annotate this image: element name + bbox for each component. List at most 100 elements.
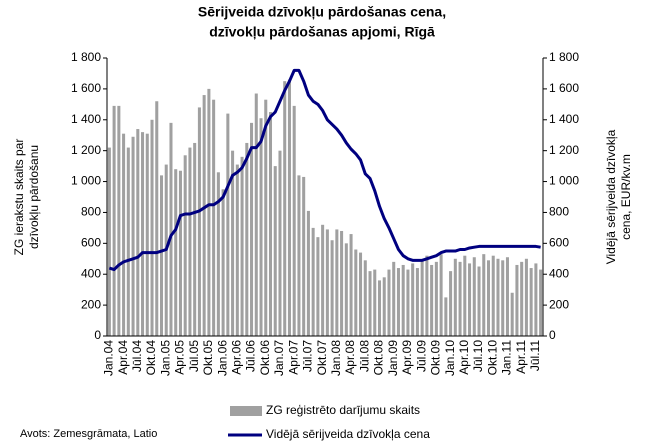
x-tick-label: Jūl.10 [471,340,485,372]
x-tick-label: Okt.10 [485,340,499,376]
bar [340,230,344,336]
bar [325,229,329,336]
chart-title: dzīvokļu pārdošanas apjomi, Rīgā [209,24,435,40]
y-tick-label: 1 200 [71,143,101,157]
bar [174,169,178,336]
bar [420,260,424,336]
y-tick-label: 200 [81,297,101,311]
y-tick-label: 1 600 [71,81,101,95]
bar [212,99,216,336]
bar [349,234,353,336]
x-tick-label: Apr.04 [116,340,130,375]
bar [415,268,419,336]
bar [439,254,443,336]
y2-tick-label: 400 [549,266,569,280]
bar [264,99,268,336]
y-axis-label: ZG ierakstu skaits par [12,139,26,256]
y-axis-label: dzīvokļu pārdošanu [27,145,41,249]
x-tick-label: Okt.09 [429,340,443,376]
bar [449,271,453,336]
y2-tick-label: 1 400 [549,112,579,126]
bar [316,237,320,336]
bar [486,260,491,336]
chart-title: Sērijveida dzīvokļu pārdošanas cena, [198,4,446,20]
bar [117,105,121,336]
bar [207,88,211,336]
bar [354,249,358,336]
bar [250,122,254,336]
bar [292,105,296,336]
bar [411,263,415,336]
bar [159,175,164,336]
bar [373,269,377,336]
x-tick-label: Apr.07 [286,340,300,375]
legend-swatch [230,406,262,416]
source: Avots: Zemesgrāmata, Latio [20,428,157,440]
x-tick-label: Jan.05 [158,340,172,376]
bar [453,258,457,336]
bar [221,189,225,336]
bar [268,112,273,336]
bar [216,172,220,336]
bar [406,269,410,336]
bar [387,269,391,336]
bar [382,277,386,336]
x-tick-label: Jūl.11 [528,340,542,371]
bar [278,150,282,336]
bar [520,261,524,336]
bar [505,257,509,336]
y-tick-label: 400 [81,266,101,280]
bar [463,255,467,336]
bar [297,175,301,336]
y-tick-label: 800 [81,205,101,219]
bar [145,133,149,336]
bar [302,176,306,336]
bar [321,224,325,336]
x-tick-label: Jūl.05 [187,340,201,372]
y2-axis-label: cena, EUR/kv.m [619,154,633,240]
bar [131,136,135,336]
bar [477,266,481,336]
bar [183,155,187,336]
y2-tick-label: 800 [549,205,569,219]
bar [330,240,334,336]
x-tick-label: Okt.08 [372,340,386,376]
bar [254,93,258,337]
x-tick-label: Apr.05 [173,340,187,375]
bar [368,271,372,336]
x-tick-label: Apr.11 [514,340,528,374]
bar [231,150,235,336]
x-tick-label: Apr.10 [457,340,471,375]
legend-label: Vidējā sērijveida dzīvokļa cena [266,427,430,441]
bar [112,105,116,336]
bar [235,164,239,336]
y-tick-label: 600 [81,236,101,250]
bar [283,81,287,337]
x-tick-label: Apr.06 [229,340,243,375]
x-tick-label: Jan.11 [500,340,514,375]
bar [197,107,201,336]
x-tick-label: Okt.06 [258,340,272,376]
x-tick-label: Okt.04 [144,340,158,376]
bar [430,264,434,336]
y2-axis-label: Vidējā sērijveida dzīvokļa [604,129,618,264]
y2-tick-label: 200 [549,297,569,311]
bar [240,156,244,336]
bar [458,261,462,336]
bar [344,243,348,336]
bar [482,254,486,336]
bar [392,261,396,336]
bar [359,252,363,336]
bar [444,297,448,336]
bar [178,170,182,336]
bar [434,261,438,336]
bar [287,79,291,336]
bar [529,268,533,336]
bar [401,264,405,336]
bar [491,255,495,336]
x-tick-label: Okt.07 [315,340,329,376]
x-tick-label: Jan.06 [215,340,229,376]
bar [107,147,111,336]
bar [501,260,505,336]
